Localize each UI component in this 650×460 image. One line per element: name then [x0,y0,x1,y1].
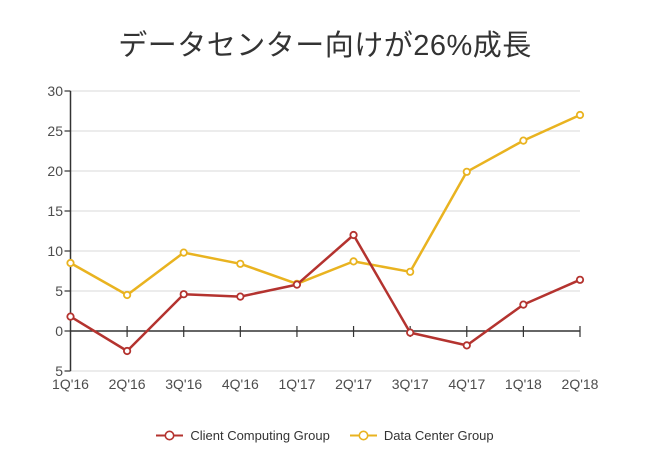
data-point-marker [519,136,528,145]
data-point-marker [179,290,188,299]
legend-item-data-center-group: Data Center Group [349,428,494,443]
legend-line-circle-icon [349,430,377,441]
data-point-marker [406,267,415,276]
x-tick-label: 1Q'18 [505,376,542,392]
x-tick-label: 3Q'17 [392,376,429,392]
data-point-marker [349,230,358,240]
legend-label-data-center-group: Data Center Group [383,428,494,443]
y-tick-label: 5 [55,283,63,299]
series-line-0 [69,233,582,353]
data-point-marker [575,275,585,284]
chart-title: データセンター向けが26%成長 [118,30,532,62]
data-point-marker [462,167,471,176]
y-tick-label: 10 [47,243,63,259]
legend-line-circle-icon [156,430,184,441]
y-tick-label: 20 [47,163,63,179]
data-point-marker [66,258,75,268]
x-tick-label: 2Q'18 [562,376,599,392]
y-tick-label: 5 [55,363,63,379]
data-point-marker [123,346,132,356]
data-point-marker [236,259,245,268]
data-point-marker [406,328,415,337]
data-point-marker [462,341,471,350]
data-point-marker [519,300,528,309]
data-point-marker [236,292,245,301]
data-point-marker [575,110,585,120]
data-point-marker [66,312,75,321]
legend-item-client-computing-group: Client Computing Group [156,428,330,443]
data-point-marker [123,290,132,300]
x-tick-label: 2Q'16 [109,376,146,392]
series-line-1 [69,113,582,297]
y-tick-label: 25 [47,123,63,139]
legend-label-client-computing-group: Client Computing Group [190,428,330,443]
x-tick-label: 3Q'16 [165,376,202,392]
x-tick-label: 2Q'17 [335,376,372,392]
chart-legend: Client Computing Group Data Center Group [0,428,650,443]
x-tick-label: 4Q'17 [448,376,485,392]
x-tick-label: 1Q'16 [52,376,89,392]
x-tick-label: 1Q'17 [278,376,315,392]
data-point-marker [292,280,302,289]
x-tick-label: 4Q'16 [222,376,259,392]
y-tick-label: 30 [47,83,63,99]
y-tick-label: 15 [47,203,63,219]
data-point-marker [179,248,188,257]
data-point-marker [349,257,358,266]
y-tick-label: 0 [55,323,63,339]
